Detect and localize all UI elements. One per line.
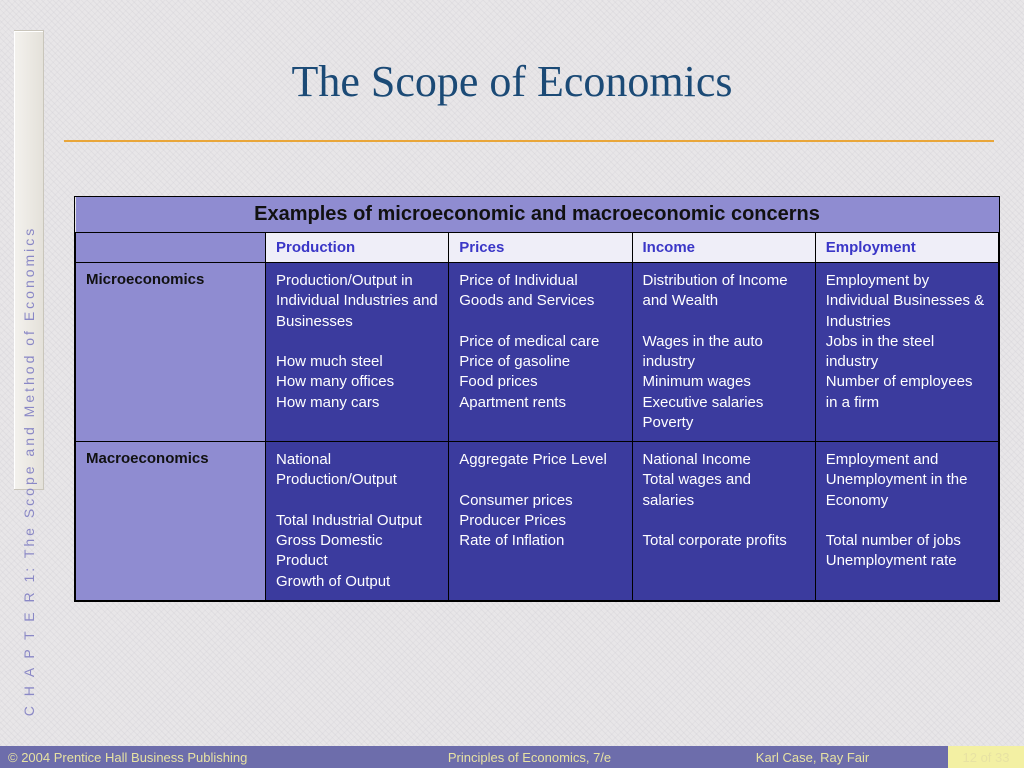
footer-page-number: 12 of 33 [948, 746, 1024, 768]
column-header: Employment [815, 233, 998, 263]
row-label-micro: Microeconomics [76, 263, 266, 442]
row-label-macro: Macroeconomics [76, 442, 266, 601]
column-header: Production [266, 233, 449, 263]
table-row: Macroeconomics National Production/Outpu… [76, 442, 999, 601]
concerns-table: Examples of microeconomic and macroecono… [74, 196, 1000, 602]
table-caption: Examples of microeconomic and macroecono… [76, 197, 999, 233]
page-title: The Scope of Economics [0, 56, 1024, 107]
table-cell: Aggregate Price Level Consumer prices Pr… [449, 442, 632, 601]
table-row: Microeconomics Production/Output in Indi… [76, 263, 999, 442]
column-header: Income [632, 233, 815, 263]
table-cell: Employment by Individual Businesses & In… [815, 263, 998, 442]
chapter-sidebar-label: C H A P T E R 1: The Scope and Method of… [21, 226, 37, 717]
table-cell: Production/Output in Individual Industri… [266, 263, 449, 442]
footer-copyright: © 2004 Prentice Hall Business Publishing [0, 746, 382, 768]
slide-footer: © 2004 Prentice Hall Business Publishing… [0, 746, 1024, 768]
column-header: Prices [449, 233, 632, 263]
footer-book-title: Principles of Economics, 7/e [382, 746, 677, 768]
table-cell: Employment and Unemployment in the Econo… [815, 442, 998, 601]
table-cell: National Income Total wages and salaries… [632, 442, 815, 601]
title-divider [64, 140, 994, 142]
table-cell: Distribution of Income and Wealth Wages … [632, 263, 815, 442]
table-cell: Price of Individual Goods and Services P… [449, 263, 632, 442]
table-caption-row: Examples of microeconomic and macroecono… [76, 197, 999, 233]
footer-authors: Karl Case, Ray Fair [677, 746, 948, 768]
table-corner [76, 233, 266, 263]
table-column-headers: Production Prices Income Employment [76, 233, 999, 263]
table-cell: National Production/Output Total Industr… [266, 442, 449, 601]
